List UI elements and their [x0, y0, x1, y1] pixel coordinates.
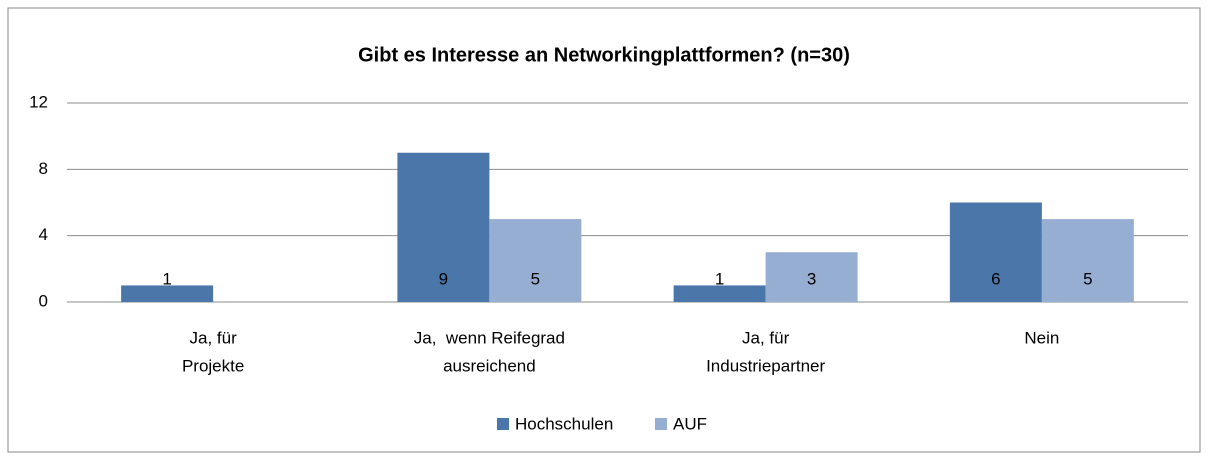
bar: [397, 152, 490, 302]
y-tick-label: 12: [29, 92, 48, 111]
y-tick-label: 8: [39, 159, 48, 178]
value-label: 3: [807, 269, 816, 288]
x-tick-label: ausreichend: [443, 356, 536, 375]
x-tick-label: Projekte: [182, 356, 244, 375]
legend-label: Hochschulen: [515, 414, 613, 433]
legend-label: AUF: [673, 414, 707, 433]
bar: [1041, 219, 1134, 302]
x-tick-label: Ja, für: [742, 328, 790, 347]
x-tick-label: Ja, für: [190, 328, 238, 347]
value-label: 1: [715, 269, 724, 288]
value-label: 9: [439, 269, 448, 288]
y-tick-label: 4: [39, 225, 48, 244]
bar: [489, 219, 582, 302]
bar: [765, 252, 858, 302]
legend-swatch: [655, 418, 667, 430]
x-tick-label: Industriepartner: [706, 356, 825, 375]
value-label: 6: [991, 269, 1000, 288]
value-label: 5: [1083, 269, 1092, 288]
legend-swatch: [497, 418, 509, 430]
x-tick-label: Nein: [1024, 328, 1059, 347]
x-tick-label: Ja, wenn Reifegrad: [414, 328, 565, 347]
value-label: 1: [162, 269, 171, 288]
bar: [673, 285, 766, 302]
bar: [949, 202, 1042, 302]
value-label: 5: [531, 269, 540, 288]
bar: [121, 285, 214, 302]
y-tick-label: 0: [39, 291, 48, 310]
chart-title: Gibt es Interesse an Networkingplattform…: [358, 44, 850, 66]
